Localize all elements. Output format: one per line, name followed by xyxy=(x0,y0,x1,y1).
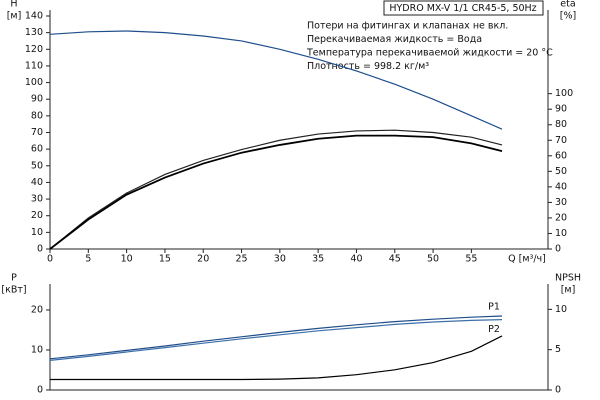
x-tick-label: 50 xyxy=(427,254,439,265)
x-tick-label: 10 xyxy=(121,254,133,265)
x-tick-label: 0 xyxy=(47,254,53,265)
y-tick-label: 80 xyxy=(31,110,43,121)
annotation: Потери на фитингах и клапанах не вкл. xyxy=(307,21,508,32)
y2-tick-label: 20 xyxy=(555,212,567,223)
y-tick-label: 0 xyxy=(37,244,43,255)
y2-tick-label: 80 xyxy=(555,119,567,130)
annotation: Перекачиваемая жидкость = Вода xyxy=(307,34,482,45)
x-tick-label: 5 xyxy=(85,254,91,265)
x-tick-label: 25 xyxy=(235,254,247,265)
x-tick-label: 15 xyxy=(159,254,171,265)
y-tick-label: 70 xyxy=(31,127,43,138)
y-tick-label: 0 xyxy=(37,385,43,396)
x-axis-label: Q [м³/ч] xyxy=(508,254,546,265)
series-line xyxy=(49,315,503,360)
y2-tick-label: 100 xyxy=(555,88,573,99)
y-tick-label: 30 xyxy=(31,194,43,205)
y-tick-label: 10 xyxy=(31,345,43,356)
y2-tick-label: 0 xyxy=(555,244,561,255)
y2-tick-label: 50 xyxy=(555,166,567,177)
series-line xyxy=(49,129,503,250)
y2-tick-label: 60 xyxy=(555,150,567,161)
y2-tick-label: 0 xyxy=(555,385,561,396)
y-tick-label: 60 xyxy=(31,144,43,155)
y-tick-label: 10 xyxy=(31,227,43,238)
y-axis-unit: [м] xyxy=(7,11,22,22)
y-tick-label: 40 xyxy=(31,177,43,188)
y2-axis-unit: [%] xyxy=(560,11,576,22)
y2-tick-label: 40 xyxy=(555,181,567,192)
y-tick-label: 110 xyxy=(25,60,43,71)
y-tick-label: 140 xyxy=(25,11,43,22)
x-tick-label: 20 xyxy=(197,254,209,265)
y2-axis-label: NPSH xyxy=(555,273,581,284)
series-line xyxy=(50,335,503,381)
series-line xyxy=(49,134,503,250)
y2-tick-label: 5 xyxy=(555,344,561,355)
y-tick-label: 20 xyxy=(31,305,43,316)
y2-tick-label: 10 xyxy=(555,228,567,239)
y-tick-label: 20 xyxy=(31,210,43,221)
y2-tick-label: 10 xyxy=(555,304,567,315)
y-axis-label: P xyxy=(11,273,17,284)
y-tick-label: 50 xyxy=(31,160,43,171)
y-tick-label: 100 xyxy=(25,77,43,88)
y2-tick-label: 30 xyxy=(555,197,567,208)
y-tick-label: 120 xyxy=(25,44,43,55)
x-tick-label: 30 xyxy=(274,254,286,265)
y-tick-label: 130 xyxy=(25,27,43,38)
y2-tick-label: 70 xyxy=(555,135,567,146)
y2-axis-unit: [м] xyxy=(561,285,576,296)
chart-title: HYDRO MX-V 1/1 CR45-5, 50Hz xyxy=(389,3,536,14)
series-line xyxy=(49,30,503,130)
x-tick-label: 35 xyxy=(312,254,324,265)
series-label: P1 xyxy=(488,302,500,313)
y-axis-label: H xyxy=(10,0,17,10)
annotation: Плотность = 998.2 кг/м³ xyxy=(307,61,429,72)
x-tick-label: 40 xyxy=(350,254,362,265)
y2-tick-label: 90 xyxy=(555,104,567,115)
series-line xyxy=(49,319,503,361)
x-tick-label: 55 xyxy=(465,254,477,265)
annotation: Температура перекачиваемой жидкости = 20… xyxy=(306,48,553,59)
x-tick-label: 45 xyxy=(389,254,401,265)
title-box xyxy=(383,0,544,16)
y-axis-unit: [кВт] xyxy=(1,285,26,296)
series-label: P2 xyxy=(488,324,500,335)
y2-axis-label: eta xyxy=(560,0,575,10)
y-tick-label: 90 xyxy=(31,94,43,105)
